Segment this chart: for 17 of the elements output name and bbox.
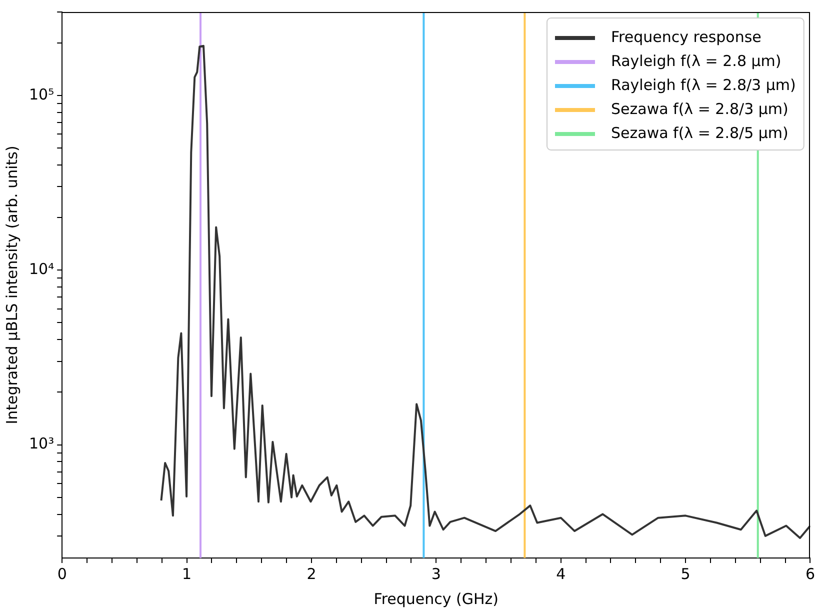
y-axis-title: Integrated µBLS intensity (arb. units) [2,146,21,424]
x-tick-label: 2 [306,564,316,583]
x-tick-label: 1 [182,564,192,583]
legend-label: Sezawa f(λ = 2.8/3 µm) [611,100,788,118]
x-tick-label: 4 [556,564,566,583]
x-tick-label: 0 [57,564,67,583]
legend-label: Rayleigh f(λ = 2.8/3 µm) [611,76,796,94]
x-tick-label: 5 [680,564,690,583]
legend-label: Rayleigh f(λ = 2.8 µm) [611,52,782,70]
y-tick-label: 10⁴ [28,260,54,278]
legend-label: Sezawa f(λ = 2.8/5 µm) [611,124,788,142]
x-axis-title: Frequency (GHz) [374,590,499,608]
y-tick-label: 10⁵ [28,85,54,104]
legend-label: Frequency response [611,28,762,46]
x-tick-label: 6 [805,564,815,583]
x-tick-label: 3 [431,564,441,583]
y-tick-label: 10³ [28,434,54,453]
